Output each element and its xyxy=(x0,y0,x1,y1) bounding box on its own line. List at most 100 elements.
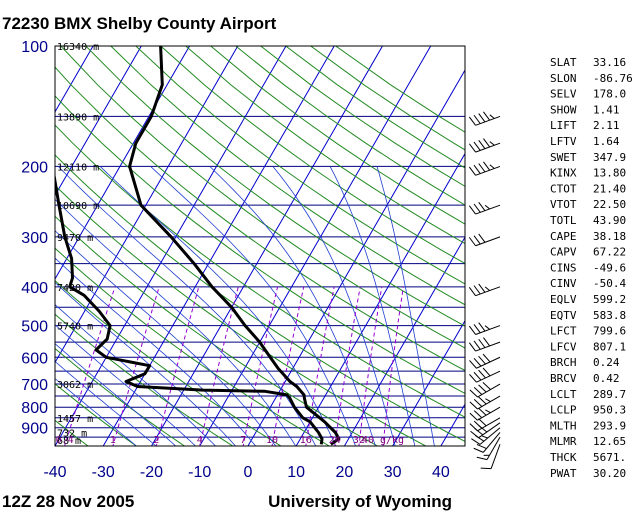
plot-frame xyxy=(54,45,466,447)
index-name-brch: BRCH xyxy=(550,356,577,369)
moist-adiabat-8 xyxy=(55,230,277,446)
dry-adiabat-240 xyxy=(55,419,89,446)
dry-adiabat-410 xyxy=(185,46,465,245)
background-grid xyxy=(55,46,465,446)
wind-barb-18 xyxy=(468,111,501,126)
moist-adiabat-16 xyxy=(57,166,317,446)
wind-barb-0 xyxy=(480,444,501,470)
wind-barb-8 xyxy=(469,382,501,398)
observation-date: 12Z 28 Nov 2005 xyxy=(2,492,134,511)
index-name-eqtv: EQTV xyxy=(550,309,577,322)
index-name-lift: LIFT xyxy=(550,119,577,132)
index-name-totl: TOTL xyxy=(550,214,577,227)
index-value-lclp: 950.3 xyxy=(593,404,626,417)
mixing-ratio-label-4: 7 xyxy=(240,435,246,446)
index-name-swet: SWET xyxy=(550,151,577,164)
temperature-profile-line xyxy=(128,46,341,446)
dry-adiabat-420 xyxy=(210,46,465,225)
dry-adiabat-340 xyxy=(55,95,465,394)
pressure-tick-500: 500 xyxy=(21,319,48,336)
mixing-ratio-label-8: 32 xyxy=(353,435,365,446)
wind-barb-10 xyxy=(469,353,501,369)
wind-barb-12 xyxy=(468,322,501,335)
mixing-ratio-line-5 xyxy=(271,286,305,446)
temperature-tick--40: -40 xyxy=(43,464,66,481)
temperature-tick-10: 10 xyxy=(287,464,305,481)
moist-adiabat--4 xyxy=(55,304,217,446)
index-name-slon: SLON xyxy=(550,72,577,85)
height-label-2: 12110 m xyxy=(57,162,99,173)
height-label-6: 5740 m xyxy=(57,322,93,333)
index-value-vtot: 22.50 xyxy=(593,198,626,211)
index-value-slon: -86.76 xyxy=(593,72,633,85)
pressure-tick-800: 800 xyxy=(21,400,48,417)
dry-adiabat-360 xyxy=(60,46,465,349)
height-labels: 16340 m 13890 m 12110 m 10690 m 9470 m 7420 m… xyxy=(57,42,99,447)
height-label-7: 3062 m xyxy=(57,380,93,391)
height-label-9: 732 m xyxy=(57,428,87,439)
index-name-slat: SLAT xyxy=(550,56,577,69)
index-value-lftv: 1.64 xyxy=(593,135,620,148)
dry-adiabat-450 xyxy=(285,46,465,169)
pressure-tick-100: 100 xyxy=(21,39,48,56)
isotherm-10 xyxy=(295,152,465,446)
dry-adiabat-290 xyxy=(55,247,331,446)
dry-adiabat-310 xyxy=(55,184,427,446)
isotherm--70 xyxy=(55,46,142,197)
wind-barb-1 xyxy=(476,436,501,461)
index-name-cins: CINS xyxy=(550,261,577,274)
pressure-tick-200: 200 xyxy=(21,159,48,176)
isotherm--40 xyxy=(55,46,287,446)
pressure-tick-700: 700 xyxy=(21,377,48,394)
wind-barb-column xyxy=(468,111,501,470)
wind-barb-5 xyxy=(469,417,501,432)
height-label-1: 13890 m xyxy=(57,112,99,123)
mixing-ratio-line-7 xyxy=(334,286,361,446)
index-value-brcv: 0.42 xyxy=(593,372,620,385)
dry-adiabat-320 xyxy=(55,154,465,443)
index-name-brcv: BRCV xyxy=(550,372,577,385)
height-label-0: 16340 m xyxy=(57,42,99,53)
moist-adiabat-40 xyxy=(376,166,435,446)
index-value-thck: 5671. xyxy=(593,451,626,464)
temperature-axis-labels: -40 -30 -20 -10 0 10 20 30 40 xyxy=(43,464,449,481)
mixing-ratio-label-6: 16 xyxy=(300,435,312,446)
pressure-tick-400: 400 xyxy=(21,280,48,297)
index-value-mlth: 293.9 xyxy=(593,419,626,432)
index-name-eqlv: EQLV xyxy=(550,293,577,306)
index-value-lfcv: 807.1 xyxy=(593,340,626,353)
isotherm-lines xyxy=(55,46,465,446)
pressure-tick-600: 600 xyxy=(21,350,48,367)
index-name-lfcv: LFCV xyxy=(550,340,577,353)
dry-adiabat-390 xyxy=(135,46,465,285)
wind-barb-11 xyxy=(468,337,501,352)
dry-adiabat-380 xyxy=(110,46,465,306)
index-name-vtot: VTOT xyxy=(550,198,577,211)
index-value-swet: 347.9 xyxy=(593,151,626,164)
height-label-10: 68 m xyxy=(57,436,81,447)
index-name-mlth: MLTH xyxy=(550,419,577,432)
index-name-lfct: LFCT xyxy=(550,325,577,338)
mixing-ratio-line-1 xyxy=(112,286,160,446)
index-value-eqtv: 583.8 xyxy=(593,309,626,322)
moist-adiabat--20 xyxy=(55,377,138,446)
index-value-show: 1.41 xyxy=(593,103,620,116)
index-name-cape: CAPE xyxy=(550,230,577,243)
index-name-show: SHOW xyxy=(550,103,577,116)
pressure-tick-900: 900 xyxy=(21,421,48,438)
index-name-cinv: CINV xyxy=(550,277,577,290)
isotherm--50 xyxy=(55,46,239,364)
wind-barb-14 xyxy=(468,233,501,247)
index-name-selv: SELV xyxy=(550,88,577,101)
isotherm-0 xyxy=(247,69,465,446)
index-value-cinv: -50.4 xyxy=(593,277,626,290)
isotherm--20 xyxy=(150,46,383,446)
stability-indices-table: SLAT 33.16 SLON -86.76 SELV 178.0 SHOW 1.41 LIFT… xyxy=(550,56,633,480)
index-value-totl: 43.90 xyxy=(593,214,626,227)
wind-barb-6 xyxy=(469,406,501,421)
index-value-slat: 33.16 xyxy=(593,56,626,69)
index-name-pwat: PWAT xyxy=(550,467,577,480)
mixing-ratio-line-9 xyxy=(382,286,404,446)
dry-adiabat-250 xyxy=(55,383,138,446)
